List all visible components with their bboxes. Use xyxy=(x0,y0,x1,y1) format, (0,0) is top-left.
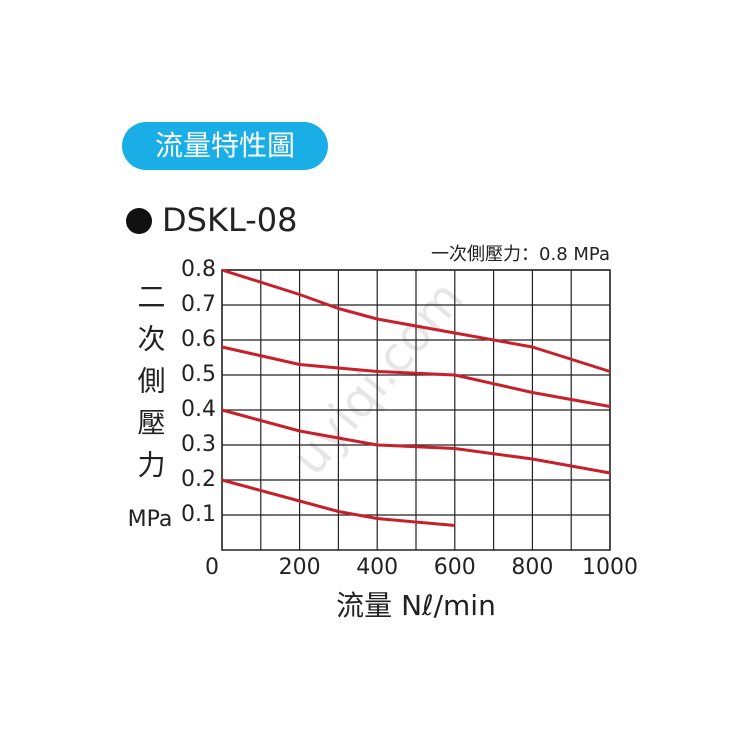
x-tick-label: 200 xyxy=(279,555,321,580)
series-line xyxy=(221,408,611,475)
x-tick-label: 0 xyxy=(205,555,219,580)
y-tick-label: 0.1 xyxy=(181,502,216,527)
x-tick-label: 1000 xyxy=(582,555,638,580)
series-line xyxy=(221,268,611,373)
x-tick-label: 400 xyxy=(356,555,398,580)
bullet xyxy=(126,208,152,234)
x-tick-label: 600 xyxy=(434,555,476,580)
series-line xyxy=(221,478,455,527)
y-tick-label: 0.5 xyxy=(181,362,216,387)
chart-title: DSKL-08 xyxy=(162,201,297,239)
x-axis-label: 流量 Nℓ/min xyxy=(336,589,496,622)
y-axis-unit: MPa xyxy=(128,507,173,532)
badge: 流量特性圖 xyxy=(155,129,295,162)
annotation: 一次側壓力：0.8 MPa xyxy=(431,244,610,265)
y-axis-label: 二次側壓力 xyxy=(134,282,167,492)
series-line xyxy=(221,345,611,408)
y-tick-label: 0.2 xyxy=(181,467,216,492)
badge-bg xyxy=(122,122,328,170)
y-tick-label: 0.8 xyxy=(181,257,216,282)
y-tick-label: 0.7 xyxy=(181,292,216,317)
y-tick-label: 0.3 xyxy=(181,432,216,457)
x-tick-label: 800 xyxy=(511,555,553,580)
y-tick-label: 0.6 xyxy=(181,327,216,352)
y-tick-label: 0.4 xyxy=(181,397,216,422)
